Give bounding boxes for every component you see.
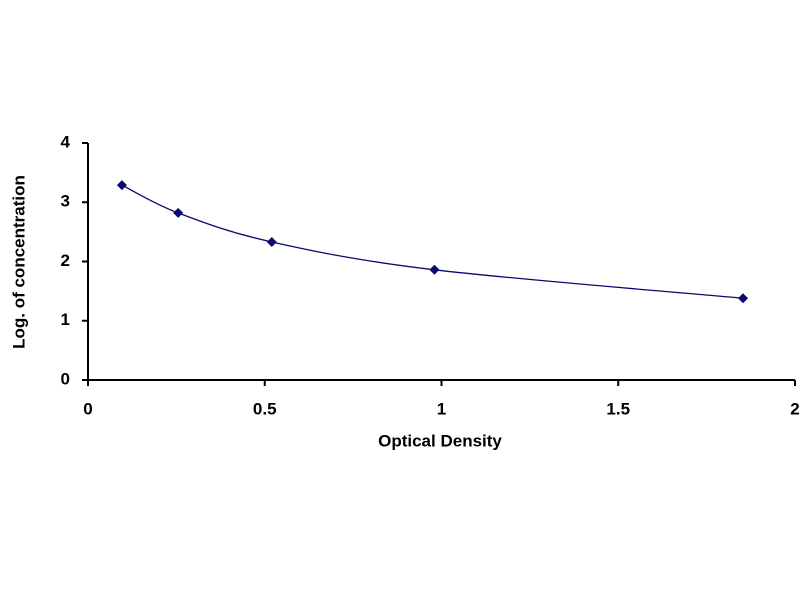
y-tick-label: 3 — [61, 192, 70, 211]
data-point — [738, 293, 749, 304]
data-point — [116, 180, 127, 191]
x-tick-label: 0.5 — [253, 399, 277, 418]
x-tick-label: 1 — [437, 399, 446, 418]
x-tick-label: 1.5 — [606, 399, 630, 418]
data-point — [266, 236, 277, 247]
x-tick-label: 2 — [790, 399, 799, 418]
y-tick-label: 4 — [61, 132, 71, 151]
y-tick-label: 0 — [61, 369, 70, 388]
x-axis-title: Optical Density — [378, 431, 502, 450]
y-tick-label: 2 — [61, 251, 70, 270]
y-axis-title: Log. of concentration — [9, 175, 28, 349]
y-tick-label: 1 — [61, 310, 70, 329]
data-point — [429, 264, 440, 275]
series-line — [121, 184, 744, 299]
data-point — [173, 207, 184, 218]
x-tick-label: 0 — [83, 399, 92, 418]
